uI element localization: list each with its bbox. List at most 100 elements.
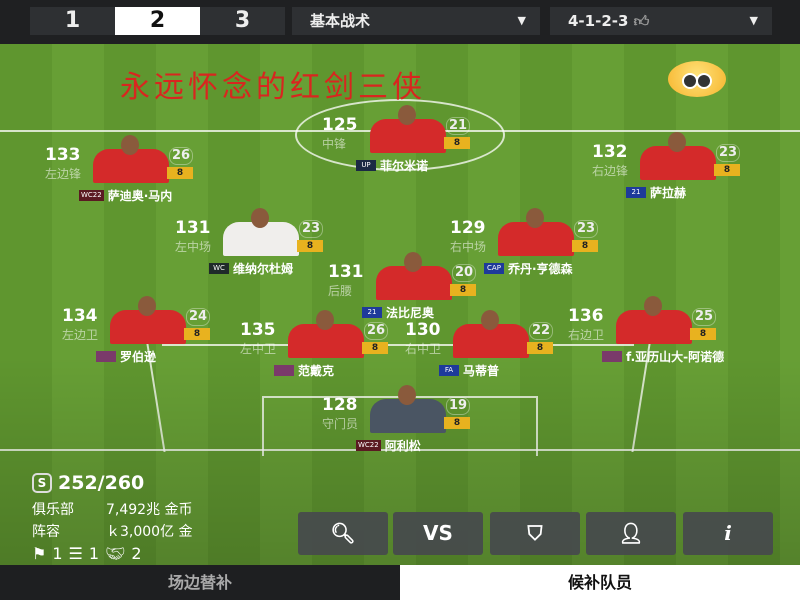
player-ovr: 131 bbox=[328, 262, 364, 282]
player-name: 萨拉赫 bbox=[650, 186, 687, 200]
player-photo bbox=[110, 296, 186, 344]
season-badge-icon: 21 bbox=[362, 307, 382, 318]
penalty-box-top bbox=[162, 344, 634, 346]
top-bar: 1 2 3 基本战术 ▼ 4-1-2-3 👍︎ ▼ bbox=[0, 0, 800, 44]
player-name: 萨迪奥·马内 bbox=[107, 189, 173, 203]
player-card-rb[interactable]: 136 右边卫 25 8 f.亚历山大-阿诺德 bbox=[568, 296, 724, 376]
player-name: f.亚历山大-阿诺德 bbox=[626, 350, 725, 364]
player-rank: 8 bbox=[527, 342, 553, 354]
banner-text: 永远怀念的红剑三侠 bbox=[120, 70, 426, 105]
compare-button[interactable]: VS bbox=[393, 512, 483, 555]
vs-search-icon: VS bbox=[423, 521, 453, 545]
season-badge-icon: WC bbox=[209, 263, 229, 274]
player-rank: 8 bbox=[184, 328, 210, 340]
player-card-lm[interactable]: 131 左中场 23 8 WC 维纳尔杜姆 bbox=[175, 208, 323, 288]
player-level: 24 bbox=[186, 308, 210, 326]
info-icon: i bbox=[724, 521, 732, 545]
player-card-st[interactable]: 125 中锋 21 8 UP 菲尔米诺 bbox=[322, 105, 470, 185]
squad-label: 阵容 bbox=[32, 524, 60, 540]
flag-count: 1 bbox=[52, 544, 63, 563]
club-label: 俱乐部 bbox=[32, 502, 74, 518]
team-shield-button[interactable]: ⛉ bbox=[490, 512, 580, 555]
player-level: 23 bbox=[574, 220, 598, 238]
player-rank: 8 bbox=[444, 417, 470, 429]
tab-bench[interactable]: 场边替补 bbox=[0, 565, 400, 600]
season-badge-icon bbox=[96, 351, 116, 362]
player-name: 阿利松 bbox=[384, 439, 421, 453]
search-button[interactable]: 🔍︎ bbox=[298, 512, 388, 555]
manager-icon: 👤︎ bbox=[618, 521, 644, 545]
formation-dropdown[interactable]: 4-1-2-3 👍︎ ▼ bbox=[550, 7, 772, 35]
player-photo bbox=[453, 310, 529, 358]
season-badge-icon: WC22 bbox=[356, 440, 381, 451]
player-rank: 8 bbox=[297, 240, 323, 252]
player-name: 菲尔米诺 bbox=[380, 159, 429, 173]
player-ovr: 128 bbox=[322, 395, 358, 415]
player-position: 右中卫 bbox=[405, 342, 442, 356]
player-name: 范戴克 bbox=[298, 364, 335, 378]
player-ovr: 135 bbox=[240, 320, 276, 340]
player-level: 21 bbox=[446, 117, 470, 135]
player-name: 法比尼奥 bbox=[386, 306, 435, 320]
player-ovr: 134 bbox=[62, 306, 98, 326]
player-position: 守门员 bbox=[322, 417, 359, 431]
player-level: 19 bbox=[446, 397, 470, 415]
player-level: 22 bbox=[529, 322, 553, 340]
player-rank: 8 bbox=[450, 284, 476, 296]
pleading-face-emoji-icon bbox=[668, 61, 726, 97]
squad-tab-2[interactable]: 2 bbox=[115, 7, 200, 35]
player-name: 罗伯逊 bbox=[120, 350, 157, 364]
player-card-lw[interactable]: 133 左边锋 26 8 WC22 萨迪奥·马内 bbox=[45, 135, 193, 215]
squad-tab-1[interactable]: 1 bbox=[30, 7, 115, 35]
club-value: 7,492兆 金币 bbox=[106, 502, 193, 518]
player-position: 左边锋 bbox=[45, 167, 82, 181]
player-position: 左边卫 bbox=[62, 328, 99, 342]
chevron-down-icon: ▼ bbox=[517, 14, 526, 27]
tactic-dropdown[interactable]: 基本战术 ▼ bbox=[292, 7, 540, 35]
player-position: 右中场 bbox=[450, 240, 487, 254]
info-button[interactable]: i bbox=[683, 512, 773, 555]
player-ovr: 129 bbox=[450, 218, 486, 238]
search-icon: 🔍︎ bbox=[330, 521, 356, 545]
player-rank: 8 bbox=[167, 167, 193, 179]
player-card-lcb[interactable]: 135 左中卫 26 8 范戴克 bbox=[240, 310, 388, 390]
season-badge-icon: UP bbox=[356, 160, 376, 171]
squad-tab-3[interactable]: 3 bbox=[200, 7, 285, 35]
player-ovr: 133 bbox=[45, 145, 81, 165]
thumbs-up-icon: 👍︎ bbox=[633, 12, 650, 30]
stack-icon: ☰ bbox=[68, 544, 83, 563]
player-photo bbox=[223, 208, 299, 256]
player-photo bbox=[640, 132, 716, 180]
season-badge-icon: 21 bbox=[626, 187, 646, 198]
player-name: 维纳尔杜姆 bbox=[233, 262, 294, 276]
player-level: 23 bbox=[716, 144, 740, 162]
player-card-rcb[interactable]: 130 右中卫 22 8 FA 马蒂普 bbox=[405, 310, 553, 390]
player-ovr: 136 bbox=[568, 306, 604, 326]
player-level: 26 bbox=[364, 322, 388, 340]
tab-reserves[interactable]: 候补队员 bbox=[400, 565, 800, 600]
player-rank: 8 bbox=[444, 137, 470, 149]
player-card-cdm[interactable]: 131 后腰 20 8 21 法比尼奥 bbox=[328, 252, 476, 332]
player-photo bbox=[93, 135, 169, 183]
season-badge-icon: WC22 bbox=[79, 190, 104, 201]
season-badge-icon: FA bbox=[439, 365, 459, 376]
chevron-down-icon: ▼ bbox=[749, 14, 758, 27]
player-position: 右边锋 bbox=[592, 164, 629, 178]
player-photo bbox=[498, 208, 574, 256]
stack-count: 1 bbox=[88, 544, 100, 563]
tactic-value: 基本战术 bbox=[310, 12, 371, 30]
player-card-lb[interactable]: 134 左边卫 24 8 罗伯逊 bbox=[62, 296, 210, 376]
player-ovr: 130 bbox=[405, 320, 441, 340]
player-card-rw[interactable]: 132 右边锋 23 8 21 萨拉赫 bbox=[592, 132, 740, 212]
player-name: 乔丹·亨德森 bbox=[508, 262, 573, 276]
player-card-gk[interactable]: 128 守门员 19 8 WC22 阿利松 bbox=[322, 385, 470, 465]
player-ovr: 132 bbox=[592, 142, 628, 162]
player-name: 马蒂普 bbox=[463, 364, 500, 378]
player-ovr: 125 bbox=[322, 115, 358, 135]
manager-button[interactable]: 👤︎ bbox=[586, 512, 676, 555]
player-rank: 8 bbox=[362, 342, 388, 354]
player-level: 26 bbox=[169, 147, 193, 165]
player-rank: 8 bbox=[572, 240, 598, 252]
flag-icon: ⚑ bbox=[32, 544, 47, 563]
player-card-rm[interactable]: 129 右中场 23 8 CAP 乔丹·亨德森 bbox=[450, 208, 598, 288]
